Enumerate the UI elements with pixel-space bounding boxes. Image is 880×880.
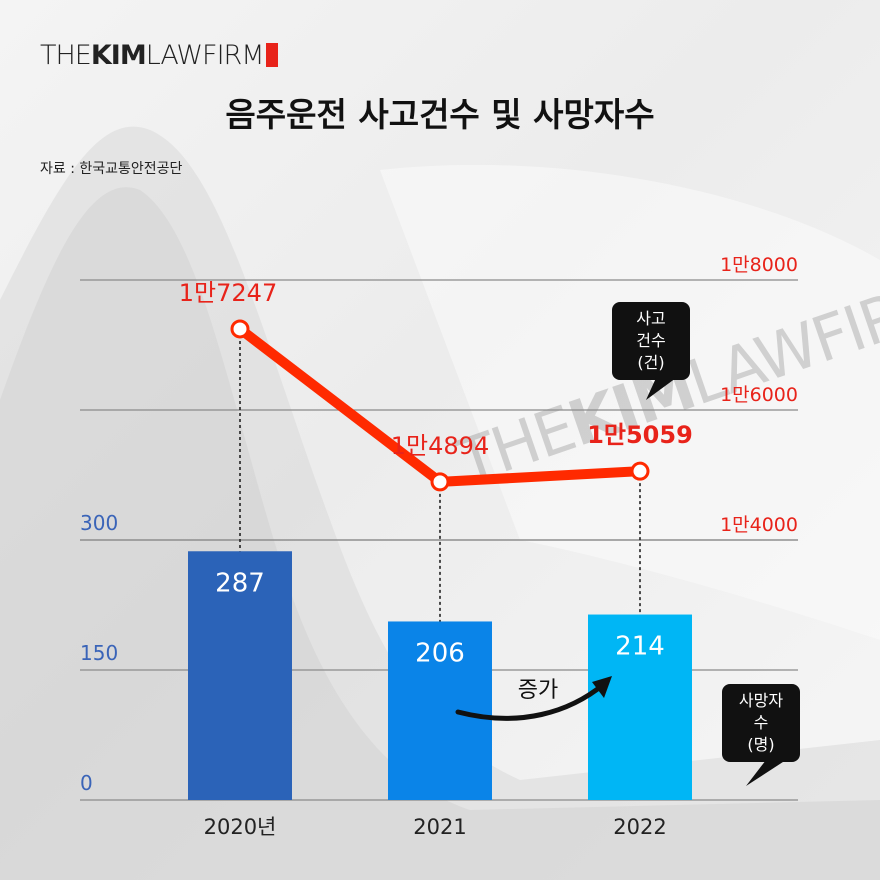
chart-title: 음주운전 사고건수 및 사망자수 [225, 95, 655, 134]
logo-kim: KIM [90, 40, 147, 71]
deaths-callout-text: (명) [747, 735, 774, 754]
bar-2022 [588, 614, 692, 800]
x-tick-label: 2022 [613, 815, 666, 839]
increase-arrow [455, 681, 607, 721]
accident-point [630, 461, 650, 481]
accident-point [430, 472, 450, 492]
x-tick-label: 2020년 [204, 815, 277, 839]
accidents-callout-text: 건수 [636, 331, 665, 350]
bar-value-label: 287 [215, 568, 265, 598]
accident-point [230, 319, 250, 339]
left-axis-tick-label: 300 [80, 511, 118, 535]
increase-arrow-head [592, 676, 612, 698]
logo-red-mark [265, 43, 278, 67]
logo: THEKIMLAWFIRM [40, 40, 278, 71]
bar-2020년 [188, 551, 292, 800]
accidents-callout-tail [646, 378, 676, 400]
x-tick-label: 2021 [413, 815, 466, 839]
bar-2021 [388, 621, 492, 800]
source-note: 자료 : 한국교통안전공단 [40, 161, 183, 177]
deaths-callout-tail [746, 760, 786, 786]
logo-the: THE [40, 40, 92, 71]
accidents-callout-text: (건) [637, 353, 664, 372]
deaths-callout-text: 수 [754, 713, 769, 732]
bar-value-label: 214 [615, 632, 665, 662]
bar-value-label: 206 [415, 638, 465, 668]
logo-lawfirm: LAWFIRM [145, 40, 265, 71]
right-axis-tick-label: 1만8000 [720, 254, 798, 276]
right-axis-tick-label: 1만4000 [720, 514, 798, 536]
deaths-callout-box [722, 684, 800, 762]
left-axis-tick-label: 0 [80, 771, 93, 795]
increase-annotation: 증가 [518, 678, 558, 703]
accidents-callout-box [612, 302, 690, 380]
deaths-callout-text: 사망자 [739, 691, 783, 710]
accident-value-label: 1만5059 [587, 421, 693, 449]
left-axis-tick-label: 150 [80, 641, 118, 665]
right-axis-tick-label: 1만6000 [720, 384, 798, 406]
accidents-callout-text: 사고 [636, 309, 665, 328]
accident-value-label: 1만4894 [391, 432, 489, 460]
accident-value-label: 1만7247 [179, 279, 277, 307]
